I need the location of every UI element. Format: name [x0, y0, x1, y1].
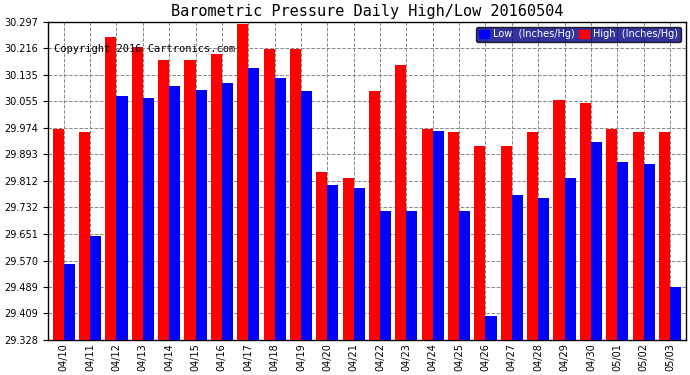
Title: Barometric Pressure Daily High/Low 20160504: Barometric Pressure Daily High/Low 20160… [170, 4, 563, 19]
Bar [316, 172, 327, 340]
Legend: Low  (Inches/Hg), High  (Inches/Hg): Low (Inches/Hg), High (Inches/Hg) [476, 27, 681, 42]
Bar [79, 132, 90, 340]
Bar [327, 185, 338, 340]
Bar [659, 132, 670, 340]
Bar [237, 24, 248, 340]
Bar [395, 65, 406, 340]
Bar [670, 287, 681, 340]
Bar [275, 78, 286, 340]
Bar [106, 37, 117, 340]
Bar [290, 49, 301, 340]
Bar [222, 83, 233, 340]
Bar [169, 87, 180, 340]
Bar [527, 132, 538, 340]
Bar [63, 264, 75, 340]
Bar [644, 164, 655, 340]
Bar [354, 188, 365, 340]
Bar [380, 211, 391, 340]
Bar [248, 68, 259, 340]
Bar [553, 100, 564, 340]
Bar [591, 142, 602, 340]
Bar [195, 90, 206, 340]
Bar [501, 146, 512, 340]
Bar [52, 129, 63, 340]
Bar [343, 178, 354, 340]
Bar [369, 92, 380, 340]
Bar [184, 60, 195, 340]
Bar [475, 146, 486, 340]
Bar [211, 54, 222, 340]
Bar [564, 178, 575, 340]
Bar [459, 211, 470, 340]
Bar [607, 129, 618, 340]
Bar [406, 211, 417, 340]
Bar [422, 129, 433, 340]
Bar [580, 103, 591, 340]
Bar [538, 198, 549, 340]
Bar [618, 162, 629, 340]
Bar [117, 96, 128, 340]
Text: Copyright 2016 Cartronics.com: Copyright 2016 Cartronics.com [55, 44, 235, 54]
Bar [433, 131, 444, 340]
Bar [90, 236, 101, 340]
Bar [512, 195, 523, 340]
Bar [486, 316, 497, 340]
Bar [633, 132, 644, 340]
Bar [301, 92, 312, 340]
Bar [264, 49, 275, 340]
Bar [448, 132, 459, 340]
Bar [158, 60, 169, 340]
Bar [132, 47, 143, 340]
Bar [143, 98, 154, 340]
